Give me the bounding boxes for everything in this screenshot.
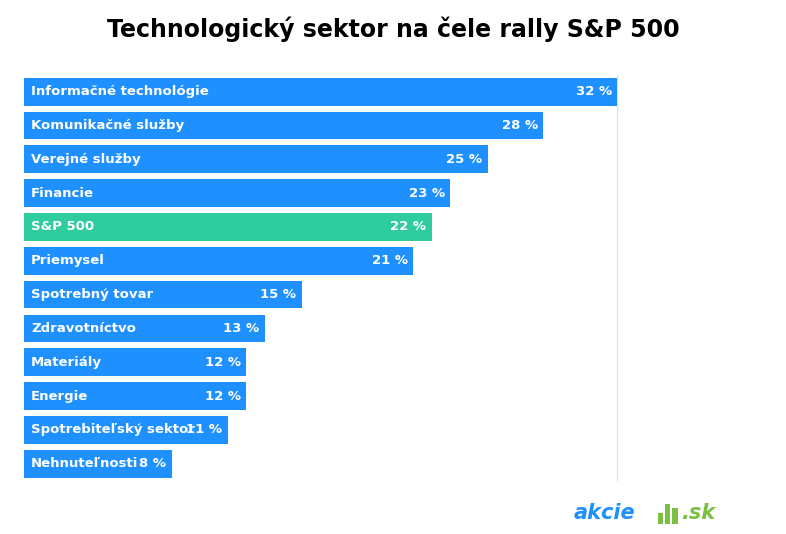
Bar xyxy=(24,382,246,410)
Text: 28 %: 28 % xyxy=(501,119,538,132)
Text: Nehnuteľnosti: Nehnuteľnosti xyxy=(31,457,138,470)
Text: 12 %: 12 % xyxy=(204,356,241,369)
Bar xyxy=(24,145,487,173)
Bar xyxy=(24,247,413,274)
Text: 21 %: 21 % xyxy=(372,254,408,268)
Text: 25 %: 25 % xyxy=(446,153,482,166)
Text: Financie: Financie xyxy=(31,186,94,200)
Bar xyxy=(24,348,246,376)
Text: 22 %: 22 % xyxy=(391,221,426,233)
Bar xyxy=(24,315,265,342)
Text: 11 %: 11 % xyxy=(186,423,222,436)
Text: Energie: Energie xyxy=(31,389,88,403)
Text: Zdravotníctvo: Zdravotníctvo xyxy=(31,322,136,335)
Bar xyxy=(24,450,172,477)
Text: 32 %: 32 % xyxy=(576,85,612,98)
Text: akcie: akcie xyxy=(574,502,635,523)
Text: S&P 500: S&P 500 xyxy=(31,221,94,233)
Text: 15 %: 15 % xyxy=(260,288,296,301)
Text: Komunikačné služby: Komunikačné služby xyxy=(31,119,184,132)
Text: Informačné technológie: Informačné technológie xyxy=(31,85,209,98)
Text: Verejné služby: Verejné služby xyxy=(31,153,141,166)
Text: .sk: .sk xyxy=(681,502,715,523)
Text: Priemysel: Priemysel xyxy=(31,254,105,268)
Text: 13 %: 13 % xyxy=(223,322,259,335)
Text: Materiály: Materiály xyxy=(31,356,102,369)
Text: Spotrebný tovar: Spotrebný tovar xyxy=(31,288,153,301)
Text: Technologický sektor na čele rally S&P 500: Technologický sektor na čele rally S&P 5… xyxy=(107,16,679,42)
Bar xyxy=(24,78,618,106)
Text: 8 %: 8 % xyxy=(139,457,167,470)
Bar xyxy=(24,416,228,444)
Text: Spotrebiteľský sektor: Spotrebiteľský sektor xyxy=(31,423,195,436)
Bar xyxy=(24,112,543,139)
Bar xyxy=(24,179,450,207)
Bar xyxy=(24,213,432,241)
Bar xyxy=(24,281,302,309)
Text: 23 %: 23 % xyxy=(409,186,445,200)
Text: 12 %: 12 % xyxy=(204,389,241,403)
